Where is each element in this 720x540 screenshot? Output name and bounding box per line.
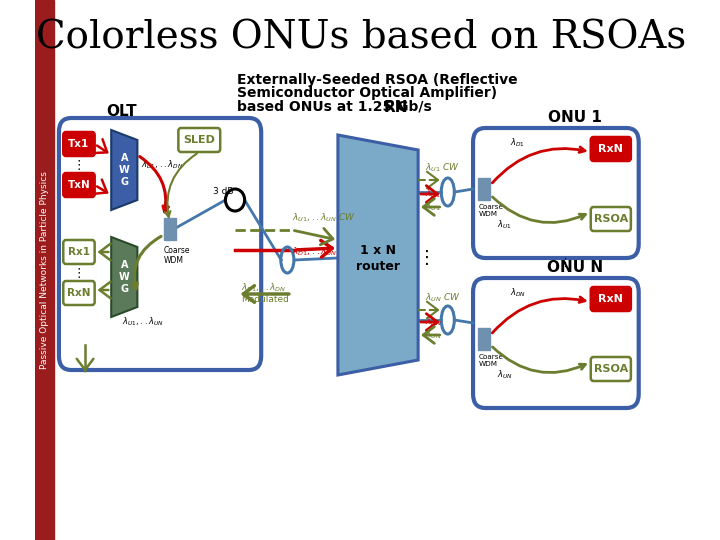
Bar [478, 328, 490, 350]
Text: RxN: RxN [598, 144, 624, 154]
Text: $\lambda_{U1}$ CW: $\lambda_{U1}$ CW [425, 162, 460, 174]
Text: A
W
G: A W G [119, 260, 130, 294]
Text: RSOA: RSOA [594, 214, 628, 224]
Text: ONU 1: ONU 1 [548, 111, 602, 125]
Text: 3 dB: 3 dB [213, 187, 234, 197]
Text: ONU N: ONU N [547, 260, 603, 275]
Bar [478, 178, 490, 200]
Text: Externally-Seeded RSOA (Reflective: Externally-Seeded RSOA (Reflective [237, 73, 518, 87]
Text: $\lambda_{U1}$: $\lambda_{U1}$ [425, 201, 441, 213]
Bar [163, 218, 176, 240]
FancyBboxPatch shape [63, 173, 94, 197]
Text: ⋮: ⋮ [73, 159, 85, 172]
FancyBboxPatch shape [590, 137, 631, 161]
Text: Semiconductor Optical Amplifier): Semiconductor Optical Amplifier) [237, 86, 497, 100]
Text: OLT: OLT [107, 105, 137, 119]
Text: $\lambda_{DN}$: $\lambda_{DN}$ [510, 287, 526, 299]
Text: $\lambda_{UN}$: $\lambda_{UN}$ [497, 369, 513, 381]
Text: $\lambda_{D1},..\lambda_{DN}$: $\lambda_{D1},..\lambda_{DN}$ [241, 282, 287, 294]
Text: $\lambda_{DN}$: $\lambda_{DN}$ [425, 316, 442, 328]
Text: Modulated: Modulated [241, 295, 289, 305]
Text: Colorless ONUs based on RSOAs: Colorless ONUs based on RSOAs [36, 19, 687, 57]
Text: RSOA: RSOA [594, 364, 628, 374]
Polygon shape [111, 237, 138, 317]
FancyBboxPatch shape [63, 132, 94, 156]
Text: Rx1: Rx1 [68, 247, 90, 257]
Text: Coarse
WDM: Coarse WDM [163, 246, 190, 265]
Text: $\lambda_{D1}$: $\lambda_{D1}$ [425, 188, 441, 200]
Text: Tx1: Tx1 [68, 139, 89, 149]
Text: $\lambda_{D1}$: $\lambda_{D1}$ [510, 137, 525, 149]
Polygon shape [111, 130, 138, 210]
Text: $\lambda_{UN}$: $\lambda_{UN}$ [425, 329, 442, 341]
Text: A
W
G: A W G [119, 153, 130, 187]
Text: $\lambda_{U1}$: $\lambda_{U1}$ [497, 219, 511, 231]
Text: Coarse
WDM: Coarse WDM [478, 204, 503, 217]
Text: RN: RN [384, 100, 408, 116]
Bar [35, 0, 54, 540]
Circle shape [225, 189, 245, 211]
Text: Coarse
WDM: Coarse WDM [478, 354, 503, 367]
Text: $\lambda_{UN}$ CW: $\lambda_{UN}$ CW [425, 292, 461, 304]
Text: $\lambda_{U1},..\lambda_{UN}$ CW: $\lambda_{U1},..\lambda_{UN}$ CW [292, 212, 356, 224]
Polygon shape [338, 135, 418, 375]
Text: SLED: SLED [184, 135, 215, 145]
Text: ⋮: ⋮ [418, 249, 436, 267]
Text: TxN: TxN [68, 180, 90, 190]
Text: $\lambda_{D1},..\lambda_{DN}$: $\lambda_{D1},..\lambda_{DN}$ [141, 159, 184, 171]
Text: RxN: RxN [67, 288, 91, 298]
Text: based ONUs at 1.25 Gb/s: based ONUs at 1.25 Gb/s [237, 99, 431, 113]
Text: $\lambda_{D1},..\lambda_{DN}$: $\lambda_{D1},..\lambda_{DN}$ [292, 246, 337, 258]
FancyBboxPatch shape [590, 287, 631, 311]
Text: Passive Optical Networks in Particle Physics: Passive Optical Networks in Particle Phy… [40, 171, 48, 369]
Text: 1 x N
router: 1 x N router [356, 244, 400, 273]
Text: ⋮: ⋮ [559, 258, 570, 268]
Text: $\lambda_{U1},..\lambda_{UN}$: $\lambda_{U1},..\lambda_{UN}$ [122, 316, 163, 328]
Text: ⋮: ⋮ [73, 267, 85, 280]
Text: RxN: RxN [598, 294, 624, 304]
